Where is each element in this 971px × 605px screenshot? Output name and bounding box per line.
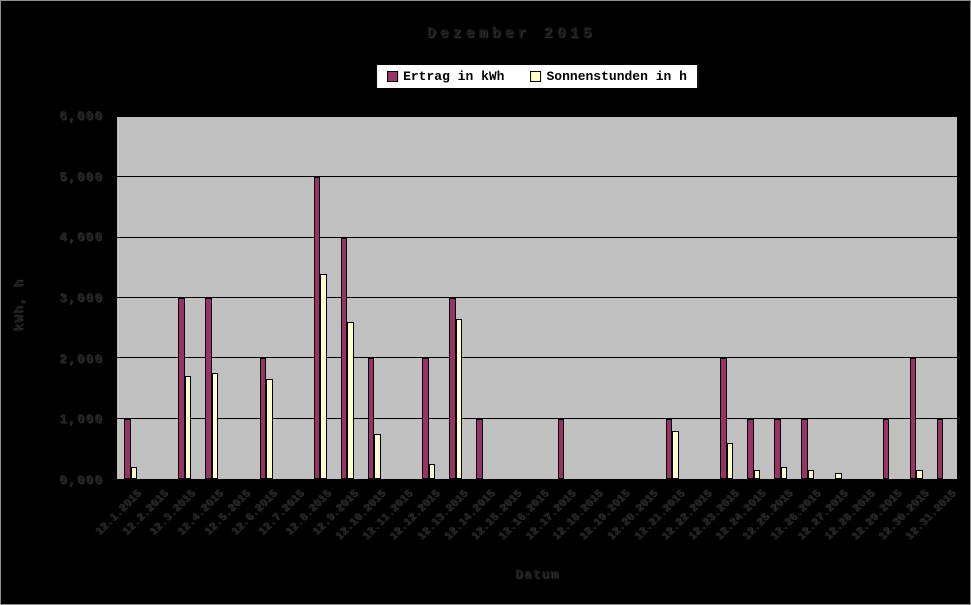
y-tick-label: 0,000 [58,472,103,488]
bar-ertrag-12.8.2015 [313,177,321,479]
bar-ertrag-12.12.2015 [422,358,429,479]
y-tick-label: 2,000 [58,351,103,367]
bar-ertrag-12.25.2015 [774,418,781,479]
bar-sonnenstunden-12.1.2015 [130,466,138,479]
bar-ertrag-12.29.2015 [882,418,890,479]
bar-ertrag-12.6.2015 [259,358,267,479]
bar-sonnenstunden-12.8.2015 [320,273,327,479]
gridline [117,176,957,178]
x-axis-tick-labels: 12.1.2015 12.2.2015 12.3.2015 12.4.2015 12.5… [94,482,959,574]
bar-sonnenstunden-12.23.2015 [726,442,734,479]
bar-sonnenstunden-12.21.2015 [672,430,679,479]
bar-sonnenstunden-12.12.2015 [428,463,436,479]
y-tick-label: 5,000 [58,169,103,185]
legend-swatch-icon [387,71,399,82]
y-axis-tick-labels: 6,000 5,000 4,000 3,000 2,000 1,000 0,000 [1,109,109,488]
y-tick-label: 3,000 [58,290,103,306]
bar-sonnenstunden-12.9.2015 [347,322,354,479]
legend-item: Sonnenstunden in h [530,69,687,84]
gridline [117,297,957,298]
gridline [117,417,957,419]
legend-label: Sonnenstunden in h [546,69,687,84]
bar-ertrag-12.3.2015 [178,298,185,479]
bar-sonnenstunden-12.26.2015 [807,469,815,479]
legend-swatch-icon [530,71,542,82]
bar-sonnenstunden-12.3.2015 [184,376,192,479]
bar-ertrag-12.4.2015 [205,298,212,479]
x-axis-title: Datum [514,567,560,582]
bar-ertrag-12.21.2015 [665,418,673,479]
bar-sonnenstunden-12.6.2015 [266,379,273,479]
bar-ertrag-12.9.2015 [340,237,348,479]
chart-title: Dezember 2015 [426,25,596,42]
bar-sonnenstunden-12.27.2015 [835,472,842,479]
y-tick-label: 4,000 [58,229,103,245]
y-tick-label: 6,000 [58,108,103,124]
legend: Ertrag in kWh Sonnenstunden in h [376,64,698,89]
bar-ertrag-12.23.2015 [720,358,727,479]
bar-ertrag-12.30.2015 [909,358,917,479]
legend-item: Ertrag in kWh [387,69,504,84]
legend-label: Ertrag in kWh [403,69,505,84]
bar-ertrag-12.14.2015 [476,418,483,479]
bar-sonnenstunden-12.25.2015 [780,466,788,479]
bar-sonnenstunden-12.13.2015 [455,319,463,479]
bar-ertrag-12.26.2015 [801,418,808,479]
gridline [117,236,957,238]
bar-ertrag-12.1.2015 [124,418,131,479]
bar-sonnenstunden-12.24.2015 [753,469,761,479]
bar-ertrag-12.13.2015 [449,298,456,479]
plot-area [116,116,958,480]
bar-ertrag-12.31.2015 [936,418,944,479]
bar-sonnenstunden-12.10.2015 [374,433,381,479]
y-tick-label: 1,000 [58,411,103,427]
gridline [117,357,957,359]
bar-sonnenstunden-12.30.2015 [916,469,923,479]
bar-ertrag-12.24.2015 [747,418,754,479]
bar-ertrag-12.10.2015 [367,358,375,479]
bar-ertrag-12.17.2015 [557,418,565,479]
bar-sonnenstunden-12.4.2015 [211,373,219,479]
